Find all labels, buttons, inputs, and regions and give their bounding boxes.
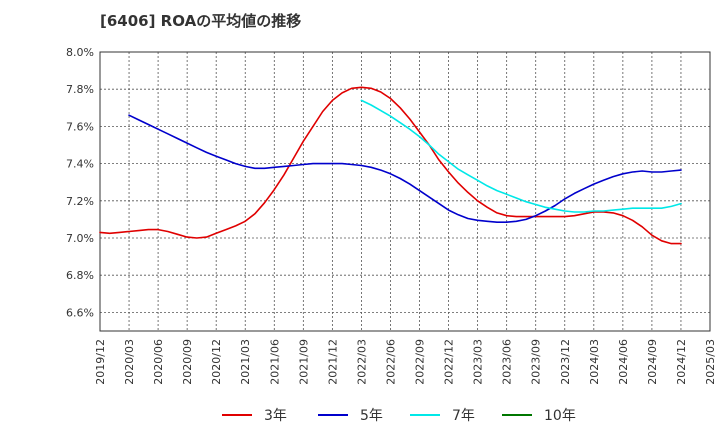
y-tick-label: 6.6%	[66, 306, 94, 319]
y-tick-label: 7.2%	[66, 195, 94, 208]
x-tick-label: 2022/03	[355, 339, 368, 385]
legend-swatch	[222, 414, 252, 416]
x-tick-label: 2023/12	[559, 339, 572, 385]
legend-label: 10年	[544, 408, 576, 424]
y-tick-label: 7.6%	[66, 120, 94, 133]
legend-swatch	[410, 414, 440, 416]
series-line-3	[360, 99, 682, 213]
grid	[100, 51, 710, 331]
legend: 3年 5年 7年 10年	[0, 403, 720, 427]
y-tick-label: 7.0%	[66, 232, 94, 245]
series-line-2	[128, 114, 682, 223]
legend-swatch	[502, 414, 532, 416]
legend-item: 3年	[222, 403, 287, 427]
x-tick-label: 2024/06	[617, 339, 630, 385]
legend-item: 7年	[410, 403, 475, 427]
series-line-1	[99, 86, 682, 245]
legend-item: 5年	[318, 403, 383, 427]
x-tick-label: 2023/06	[501, 339, 514, 385]
x-tick-label: 2024/03	[588, 339, 601, 385]
legend-swatch	[318, 414, 348, 416]
x-tick-label: 2020/03	[123, 339, 136, 385]
x-tick-label: 2022/06	[384, 339, 397, 385]
legend-label: 3年	[264, 408, 287, 424]
x-tick-label: 2024/09	[646, 339, 659, 385]
x-tick-label: 2022/09	[414, 339, 427, 385]
x-tick-label: 2023/03	[472, 339, 485, 385]
x-tick-label: 2022/12	[443, 339, 456, 385]
y-axis: 6.6% 6.8% 7.0% 7.2% 7.4% 7.6% 7.8% 8.0%	[66, 46, 94, 319]
x-tick-label: 2021/09	[297, 339, 310, 385]
x-tick-label: 2019/12	[94, 339, 107, 385]
x-tick-label: 2023/09	[530, 339, 543, 385]
y-tick-label: 6.8%	[66, 269, 94, 282]
legend-label: 5年	[360, 408, 383, 424]
x-tick-label: 2021/12	[326, 339, 339, 385]
x-tick-label: 2025/03	[704, 339, 717, 385]
x-axis: 2019/12 2020/03 2020/06 2020/09 2020/12 2021/…	[94, 339, 717, 385]
y-tick-label: 7.8%	[66, 83, 94, 96]
chart-title: [6406] ROAの平均値の推移	[100, 12, 302, 30]
legend-label: 7年	[452, 408, 475, 424]
x-tick-label: 2020/06	[152, 339, 165, 385]
series-group	[99, 86, 682, 245]
x-tick-label: 2021/06	[268, 339, 281, 385]
x-tick-label: 2020/12	[210, 339, 223, 385]
legend-item: 10年	[502, 403, 576, 427]
plot-area	[99, 51, 711, 332]
x-tick-label: 2024/12	[675, 339, 688, 385]
x-tick-label: 2021/03	[239, 339, 252, 385]
x-tick-label: 2020/09	[181, 339, 194, 385]
y-tick-label: 7.4%	[66, 158, 94, 171]
y-tick-label: 8.0%	[66, 46, 94, 59]
